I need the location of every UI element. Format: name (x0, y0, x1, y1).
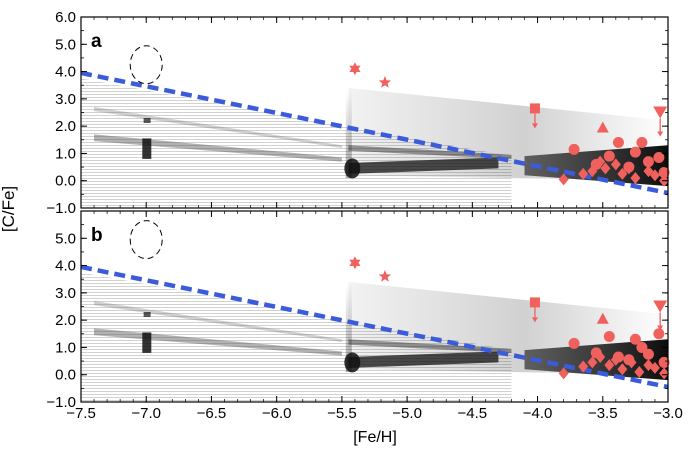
x-tick-label: −7.5 (66, 405, 96, 422)
data-point-diamond (634, 365, 645, 378)
x-tick-label: −4.0 (523, 405, 553, 422)
y-tick-label: 5.0 (55, 230, 76, 247)
y-tick-label: 1.0 (55, 339, 76, 356)
y-tick-label: −1.0 (46, 394, 76, 411)
data-point-diamond (604, 359, 615, 372)
data-point-diamond (630, 171, 641, 184)
y-tick-label: 1.0 (55, 145, 76, 162)
x-tick-label: −3.5 (588, 405, 618, 422)
data-point-circle (629, 333, 641, 345)
y-tick-label: 6.0 (55, 9, 76, 26)
x-tick-label: −3.0 (653, 405, 683, 422)
y-tick-label: 3.0 (55, 91, 76, 108)
data-point-diamond (617, 363, 628, 376)
panel-label: a (91, 31, 102, 52)
data-point-circle (568, 337, 580, 349)
data-point-diamond (659, 367, 670, 380)
x-tick-label: −7.0 (131, 405, 161, 422)
data-point-circle (658, 356, 670, 368)
data-point-triangle-down-limit (653, 106, 668, 119)
data-point-star5 (378, 76, 392, 88)
data-point-circle (603, 331, 615, 343)
x-tick-label: −6.0 (262, 405, 292, 422)
data-point-circle (653, 328, 665, 340)
data-point-circle (636, 341, 648, 353)
panel-a: −1.0 0.0 1.0 2.0 3.0 4.0 5.0 6.0 a (46, 9, 670, 217)
panel-label: b (91, 225, 103, 246)
ellipse-marker (129, 220, 163, 260)
observed-stars (349, 62, 670, 187)
y-tick-label: 5.0 (55, 36, 76, 53)
threshold-line (80, 264, 669, 390)
data-point-circle (658, 167, 670, 179)
ellipse-marker (129, 45, 163, 85)
data-point-star5 (378, 270, 392, 282)
panel-b: −1.0 0.0 1.0 2.0 3.0 4.0 5.0 b (46, 210, 670, 411)
data-point-square-limit (529, 297, 540, 308)
y-axis-label: [C/Fe] (0, 186, 18, 232)
data-point-diamond (587, 165, 598, 178)
x-axis-label: [Fe/H] (353, 429, 397, 446)
data-point-circle (603, 150, 615, 162)
x-tick-label: −6.5 (197, 405, 227, 422)
model-density (81, 272, 668, 402)
upper-limit-arrowhead (657, 131, 664, 137)
y-tick-label: 2.0 (55, 312, 76, 329)
data-point-triangle (596, 312, 609, 324)
data-point-diamond (610, 353, 621, 366)
data-point-diamond (623, 162, 634, 175)
data-point-circle (568, 143, 580, 155)
threshold-line (80, 70, 669, 196)
x-tick-label: −5.0 (392, 405, 422, 422)
data-point-diamond (578, 167, 589, 180)
data-point-diamond (649, 169, 660, 182)
y-tick-label: 2.0 (55, 118, 76, 135)
data-point-triangle-down-limit (653, 300, 668, 313)
data-point-diamond (578, 360, 589, 373)
upper-limit-arrowhead (657, 325, 664, 331)
data-point-triangle (596, 121, 609, 133)
y-tick-label: 3.0 (55, 285, 76, 302)
y-tick-label: 0.0 (55, 173, 76, 190)
observed-stars (349, 256, 670, 380)
data-point-diamond (595, 155, 606, 168)
y-tick-label: −1.0 (46, 200, 76, 217)
data-point-circle (642, 348, 654, 360)
upper-limit-arrowhead (531, 317, 538, 323)
data-point-circle (653, 152, 665, 164)
data-point-star6 (349, 256, 361, 270)
data-point-diamond (610, 158, 621, 171)
data-point-diamond (558, 173, 569, 186)
data-point-circle (642, 156, 654, 168)
x-tick-label: −4.5 (458, 405, 488, 422)
data-point-diamond (587, 356, 598, 369)
data-point-star6 (349, 62, 361, 76)
upper-limit-arrowhead (531, 123, 538, 129)
data-point-square-limit (529, 103, 540, 114)
data-point-diamond (617, 167, 628, 180)
data-point-diamond (626, 356, 637, 369)
x-tick-labels: −7.5 −7.0 −6.5 −6.0 −5.5 −5.0 −4.5 −4.0 −3.5 −3.0 (66, 405, 683, 422)
data-point-circle (612, 137, 624, 149)
y-tick-label: 4.0 (55, 64, 76, 81)
data-point-circle (636, 137, 648, 149)
data-point-diamond (595, 350, 606, 363)
data-point-diamond (600, 162, 611, 175)
data-point-diamond (558, 367, 569, 380)
x-tick-label: −5.5 (327, 405, 357, 422)
y-tick-label: 4.0 (55, 258, 76, 275)
data-point-circle (629, 146, 641, 158)
y-tick-label: 0.0 (55, 367, 76, 384)
data-point-diamond (649, 361, 660, 374)
